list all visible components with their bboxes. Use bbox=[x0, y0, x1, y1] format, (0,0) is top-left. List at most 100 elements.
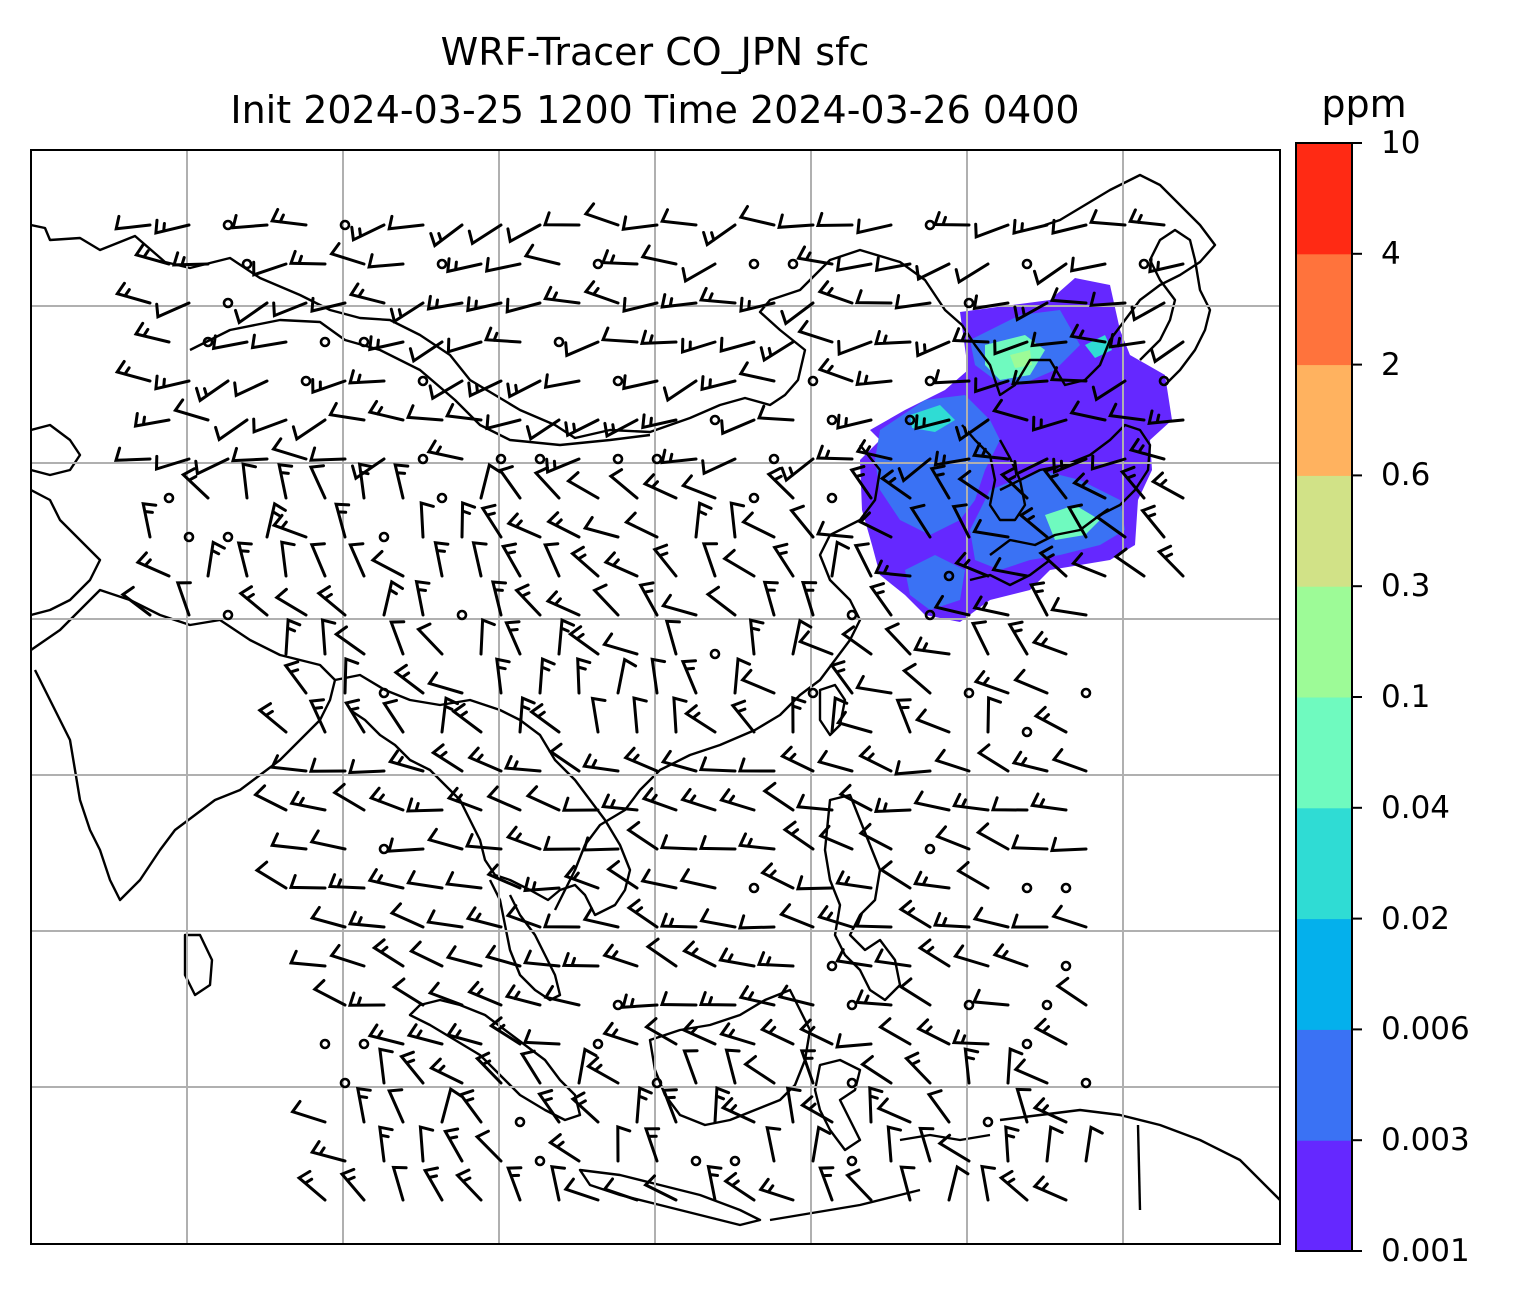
wind-barb bbox=[1038, 545, 1068, 578]
wind-barb bbox=[1028, 581, 1049, 617]
title-line-1: WRF-Tracer CO_JPN sfc bbox=[440, 30, 870, 74]
calm-wind-circle bbox=[222, 531, 234, 543]
calm-wind-circle bbox=[826, 492, 838, 504]
wind-barb bbox=[505, 825, 542, 851]
wind-barb bbox=[445, 945, 483, 968]
calm-wind-circle bbox=[943, 570, 955, 582]
wind-barb bbox=[1032, 1097, 1068, 1124]
wind-barb bbox=[1140, 504, 1166, 539]
wind-barb bbox=[659, 991, 698, 1007]
wind-barb bbox=[991, 557, 1029, 578]
wind-barb bbox=[772, 542, 795, 578]
wind-barb bbox=[464, 833, 503, 851]
wind-barb bbox=[999, 467, 1029, 500]
wind-barb bbox=[641, 413, 678, 430]
calm-wind-circle bbox=[514, 1116, 526, 1128]
calm-wind-circle bbox=[1021, 258, 1033, 270]
wind-barb bbox=[913, 790, 951, 812]
wind-barb bbox=[329, 242, 366, 266]
wind-barb bbox=[348, 369, 386, 385]
wind-barb bbox=[972, 595, 1010, 617]
wind-barb bbox=[816, 749, 854, 773]
wind-barb bbox=[963, 1047, 980, 1085]
wind-barb bbox=[1010, 834, 1049, 851]
wind-barb bbox=[789, 504, 815, 539]
wind-barb bbox=[643, 1127, 661, 1163]
wind-barb bbox=[479, 462, 502, 500]
colorbar-tick-label: 0.1 bbox=[1381, 679, 1431, 715]
wind-barb bbox=[332, 782, 366, 812]
wind-barb bbox=[817, 905, 854, 929]
wind-barb bbox=[309, 1140, 347, 1163]
wind-barb bbox=[660, 749, 698, 773]
wind-barb bbox=[1119, 465, 1146, 500]
wind-barb bbox=[408, 940, 444, 968]
wind-barb bbox=[1050, 596, 1088, 617]
wind-barb bbox=[1013, 1058, 1049, 1085]
wind-barb bbox=[856, 218, 893, 235]
calm-wind-circle bbox=[339, 1077, 351, 1089]
wind-barb bbox=[933, 594, 971, 617]
wind-barb bbox=[543, 373, 581, 390]
wind-barb bbox=[1150, 340, 1185, 364]
wind-barb bbox=[853, 542, 873, 578]
calm-wind-circle bbox=[183, 531, 195, 543]
wind-barb bbox=[141, 501, 158, 539]
wind-barb bbox=[387, 214, 425, 231]
coast-malay-peninsula bbox=[488, 879, 562, 1002]
wind-barb bbox=[309, 542, 327, 578]
wind-barb bbox=[660, 593, 698, 617]
wind-barb bbox=[415, 622, 444, 656]
wind-barb bbox=[426, 909, 464, 929]
wind-barb bbox=[495, 657, 511, 695]
wind-barb bbox=[758, 1177, 795, 1202]
wind-barb bbox=[312, 979, 347, 1007]
coast-sri-lanka bbox=[183, 933, 214, 997]
wind-barb bbox=[932, 369, 971, 385]
wind-barb bbox=[288, 249, 327, 266]
wind-barb bbox=[175, 581, 192, 617]
calm-wind-circle bbox=[846, 1077, 858, 1089]
wind-barb bbox=[932, 211, 971, 227]
wind-barb bbox=[932, 911, 971, 929]
wind-barb bbox=[371, 938, 405, 968]
wind-barb bbox=[680, 474, 717, 500]
wind-barb bbox=[339, 1167, 366, 1202]
wind-barb bbox=[537, 1089, 561, 1124]
wind-barb bbox=[440, 695, 459, 734]
calm-wind-circle bbox=[982, 1116, 994, 1128]
wind-barb bbox=[635, 1085, 653, 1124]
wind-barb bbox=[497, 465, 522, 500]
wind-barb bbox=[626, 898, 659, 929]
wind-barb bbox=[991, 398, 1029, 422]
border-png bbox=[1136, 1124, 1142, 1211]
calm-wind-circle bbox=[417, 375, 429, 387]
colorbar-segment bbox=[1296, 1140, 1352, 1252]
wind-barb bbox=[662, 379, 698, 403]
wind-barb bbox=[570, 1091, 600, 1124]
wind-barb bbox=[590, 696, 607, 734]
wind-barb bbox=[898, 977, 932, 1007]
wind-barb bbox=[815, 211, 854, 228]
wind-barb bbox=[622, 374, 659, 391]
coast-philippines bbox=[823, 793, 902, 1002]
wind-barb bbox=[700, 375, 737, 392]
wind-barb bbox=[706, 1164, 723, 1202]
wind-barb bbox=[206, 540, 226, 578]
wind-barb bbox=[1051, 748, 1088, 773]
wind-barb bbox=[533, 466, 561, 500]
wind-barb bbox=[355, 1086, 372, 1124]
wind-barb bbox=[211, 334, 249, 351]
wind-barb bbox=[797, 630, 834, 656]
wind-barb bbox=[389, 620, 406, 656]
wind-barb bbox=[347, 991, 386, 1007]
wind-barb bbox=[529, 703, 561, 734]
wind-barb bbox=[756, 951, 795, 968]
wind-barb bbox=[886, 1125, 902, 1163]
title-line-2: Init 2024-03-25 1200 Time 2024-03-26 040… bbox=[230, 88, 1080, 132]
calm-wind-circle bbox=[963, 297, 975, 309]
wind-barb bbox=[681, 1019, 717, 1046]
calm-wind-circle bbox=[378, 531, 390, 543]
coast-middle-east bbox=[31, 488, 102, 617]
colorbar-segment bbox=[1296, 1029, 1352, 1141]
